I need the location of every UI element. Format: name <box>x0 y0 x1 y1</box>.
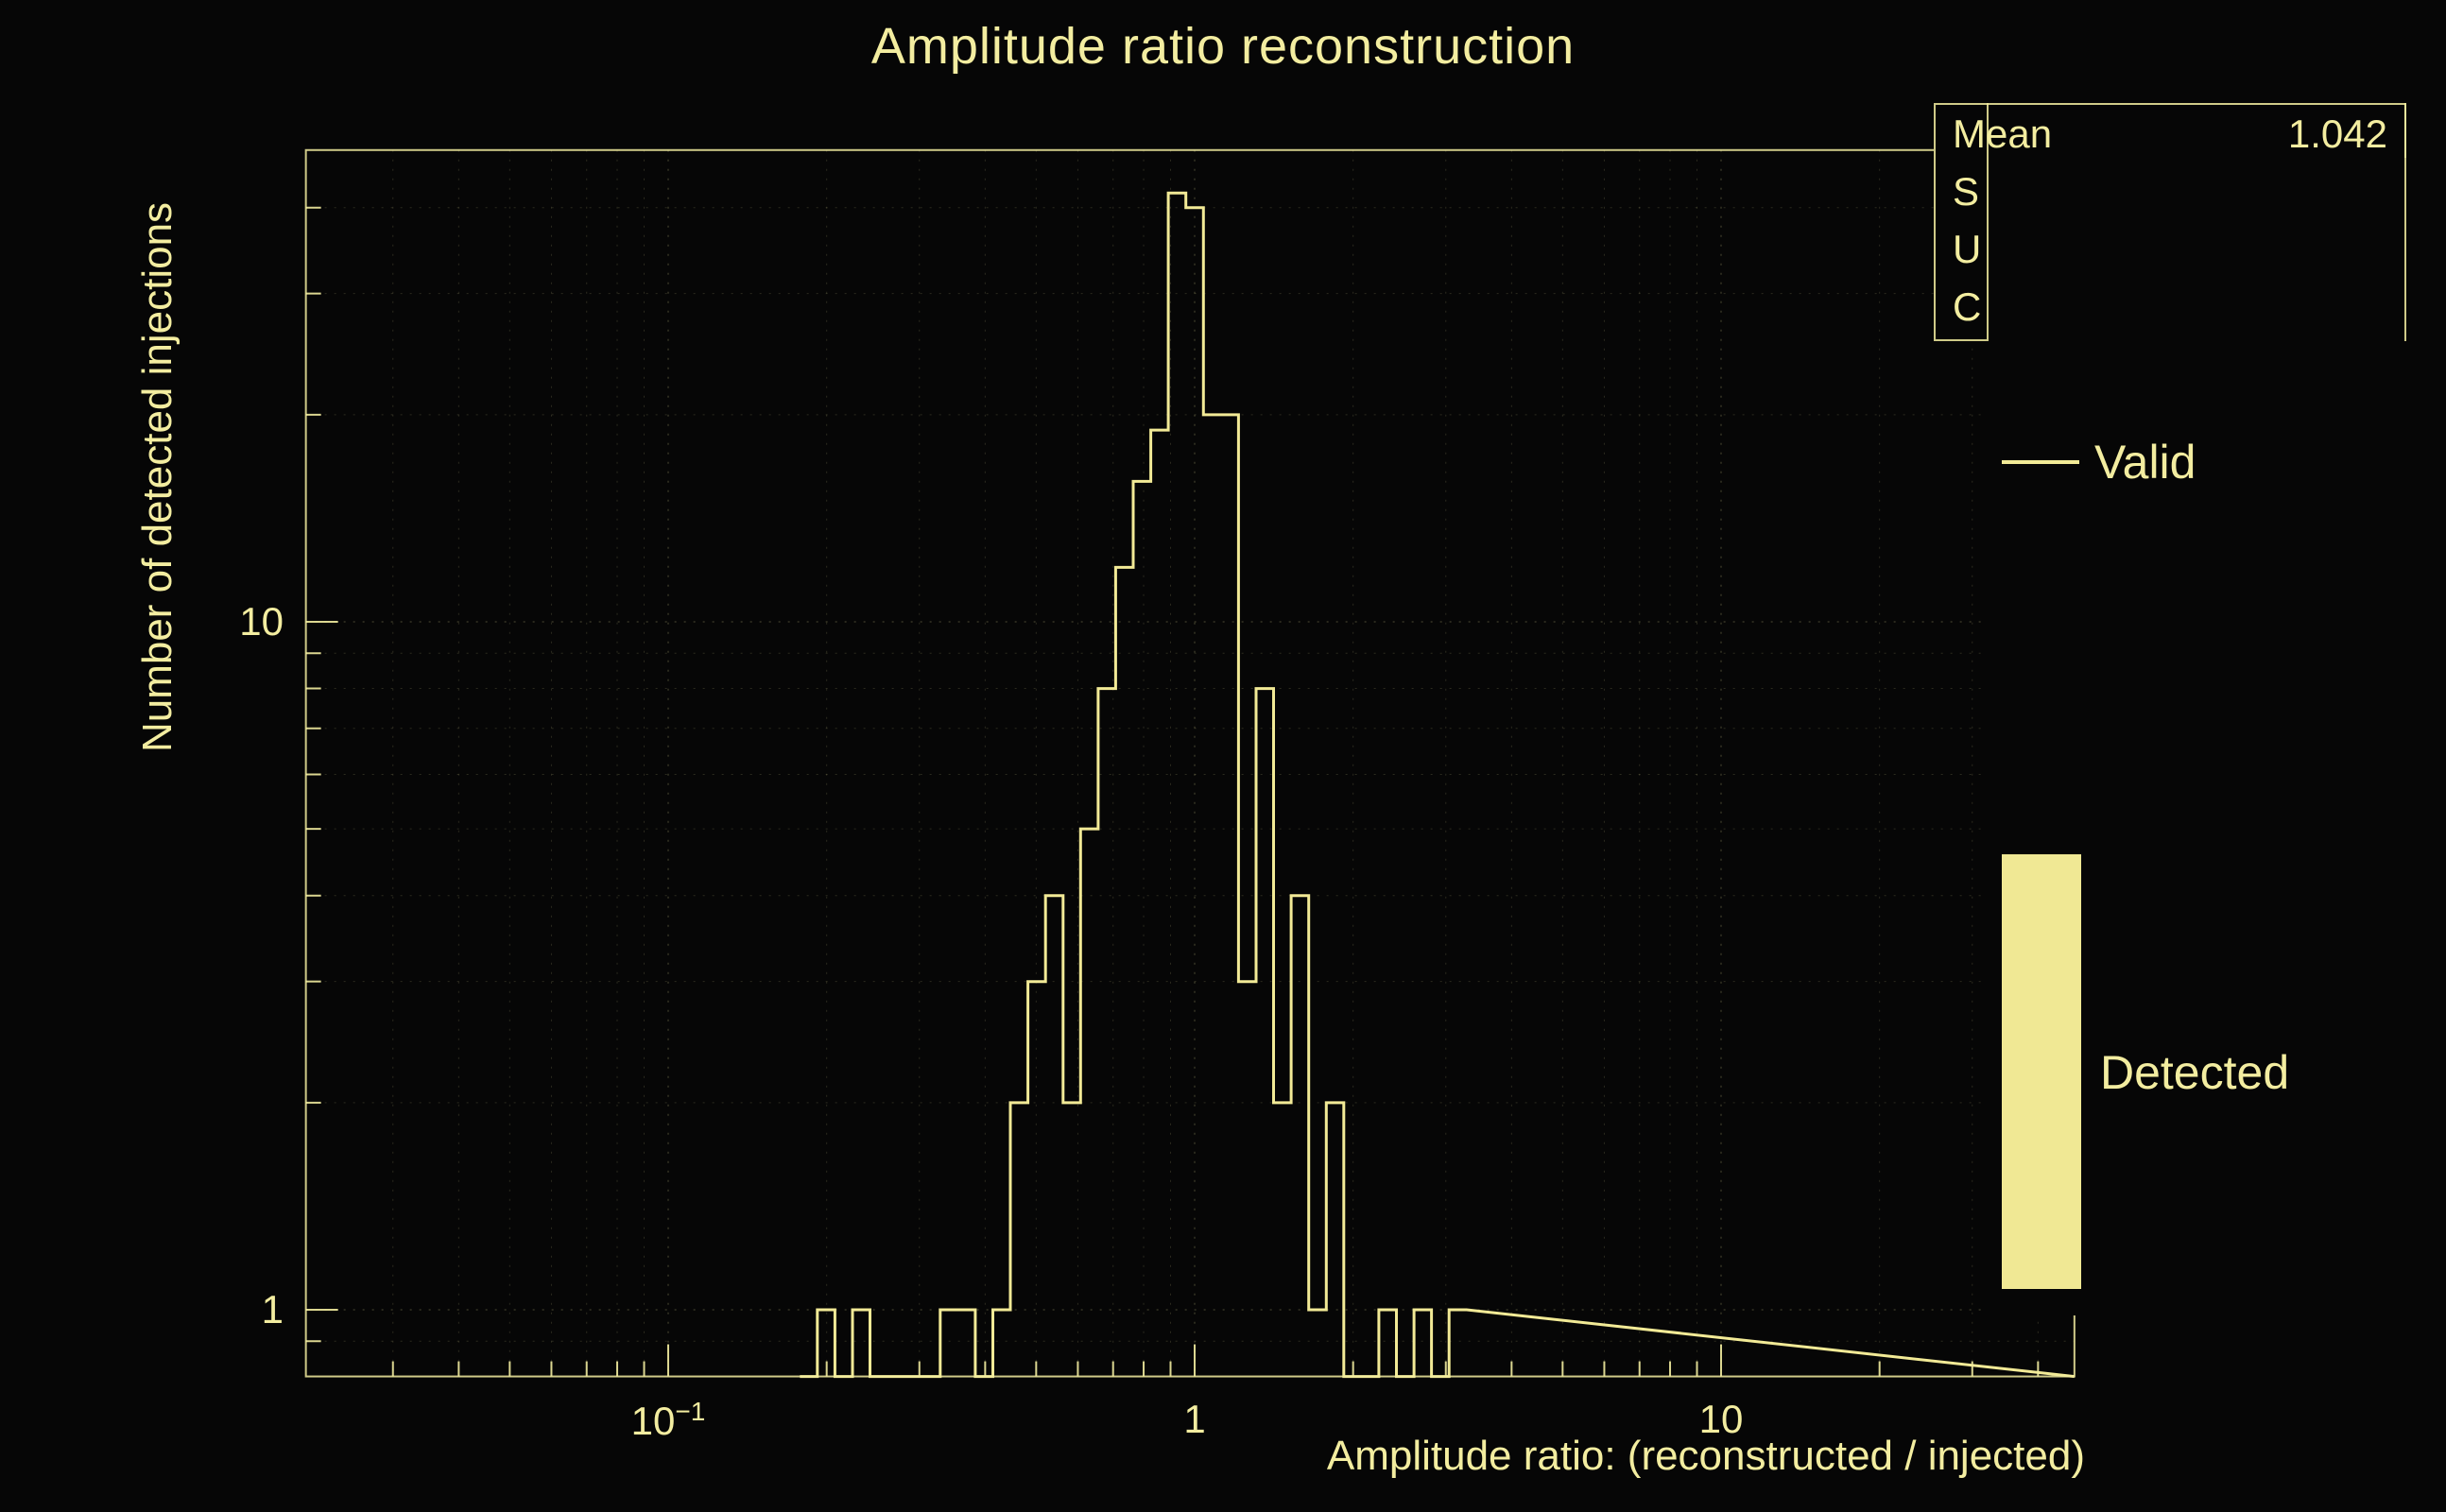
stats-label-2: S <box>1953 169 1980 214</box>
legend-pad-left-edge <box>1987 103 1989 341</box>
stats-line-2: S <box>1936 163 2404 220</box>
legend-box-marker-detected <box>2002 854 2081 1289</box>
stats-line-3: U <box>1936 220 2404 278</box>
y-tick-label: 10 <box>239 599 284 644</box>
x-tick-label: 10 <box>1698 1397 1744 1441</box>
stats-line-4: C <box>1936 278 2404 335</box>
stats-label-3: U <box>1953 227 1982 271</box>
legend-line-marker-valid <box>2002 460 2079 464</box>
legend-label-detected: Detected <box>2100 1046 2290 1099</box>
x-axis-title: Amplitude ratio: (reconstructed / inject… <box>1326 1433 2085 1479</box>
stats-label-4: C <box>1953 284 1982 329</box>
y-axis-title: Number of detected injections <box>134 201 181 753</box>
stats-line-mean: Mean 1.042 <box>1936 105 2404 163</box>
chart-title: Amplitude ratio reconstruction <box>870 18 1576 75</box>
stats-label-mean: Mean <box>1953 112 2053 156</box>
stats-value-mean: 1.042 <box>2287 112 2387 156</box>
histogram-valid-line <box>800 191 2075 1379</box>
y-tick-label: 1 <box>261 1287 284 1332</box>
x-tick-label: 10−1 <box>630 1397 706 1443</box>
x-tick-label: 1 <box>1183 1397 1206 1441</box>
plot-frame <box>304 148 2076 1378</box>
stats-box-right-edge <box>2404 103 2406 341</box>
legend-label-valid: Valid <box>2094 436 2196 489</box>
